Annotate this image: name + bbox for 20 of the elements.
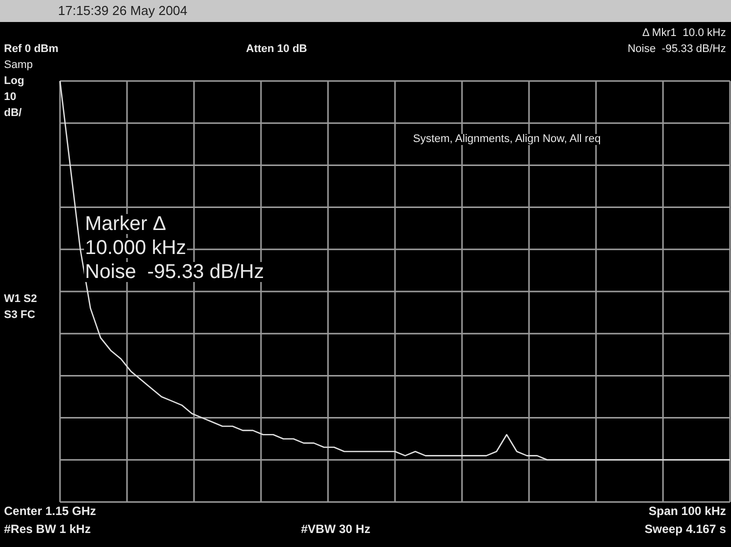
text: #VBW 30 Hz [300,522,372,536]
text: Noise -95.33 dB/Hz [626,43,727,55]
annotation: Noise -95.33 dB/Hz [84,261,265,283]
annotation: Marker Δ [84,213,168,235]
text: Ref 0 dBm [3,43,60,55]
text: S3 FC [3,309,36,321]
text: Span 100 kHz [648,504,727,518]
text: Atten 10 dB [245,43,308,55]
text: W1 S2 [3,293,38,305]
annotation: System, Alignments, Align Now, All req [412,133,602,145]
text: #Res BW 1 kHz [3,522,92,536]
text: Samp [3,59,34,71]
chart-title: 17:15:39 26 May 2004 [58,3,188,18]
text: 10 [3,91,18,103]
annotation: 10.000 kHz [84,237,188,259]
text: dB/ [3,107,23,119]
text: Sweep 4.167 s [644,522,727,536]
text: Center 1.15 GHz [3,504,98,518]
text: Δ Mkr1 10.0 kHz [641,27,727,39]
text: Log [3,75,26,87]
